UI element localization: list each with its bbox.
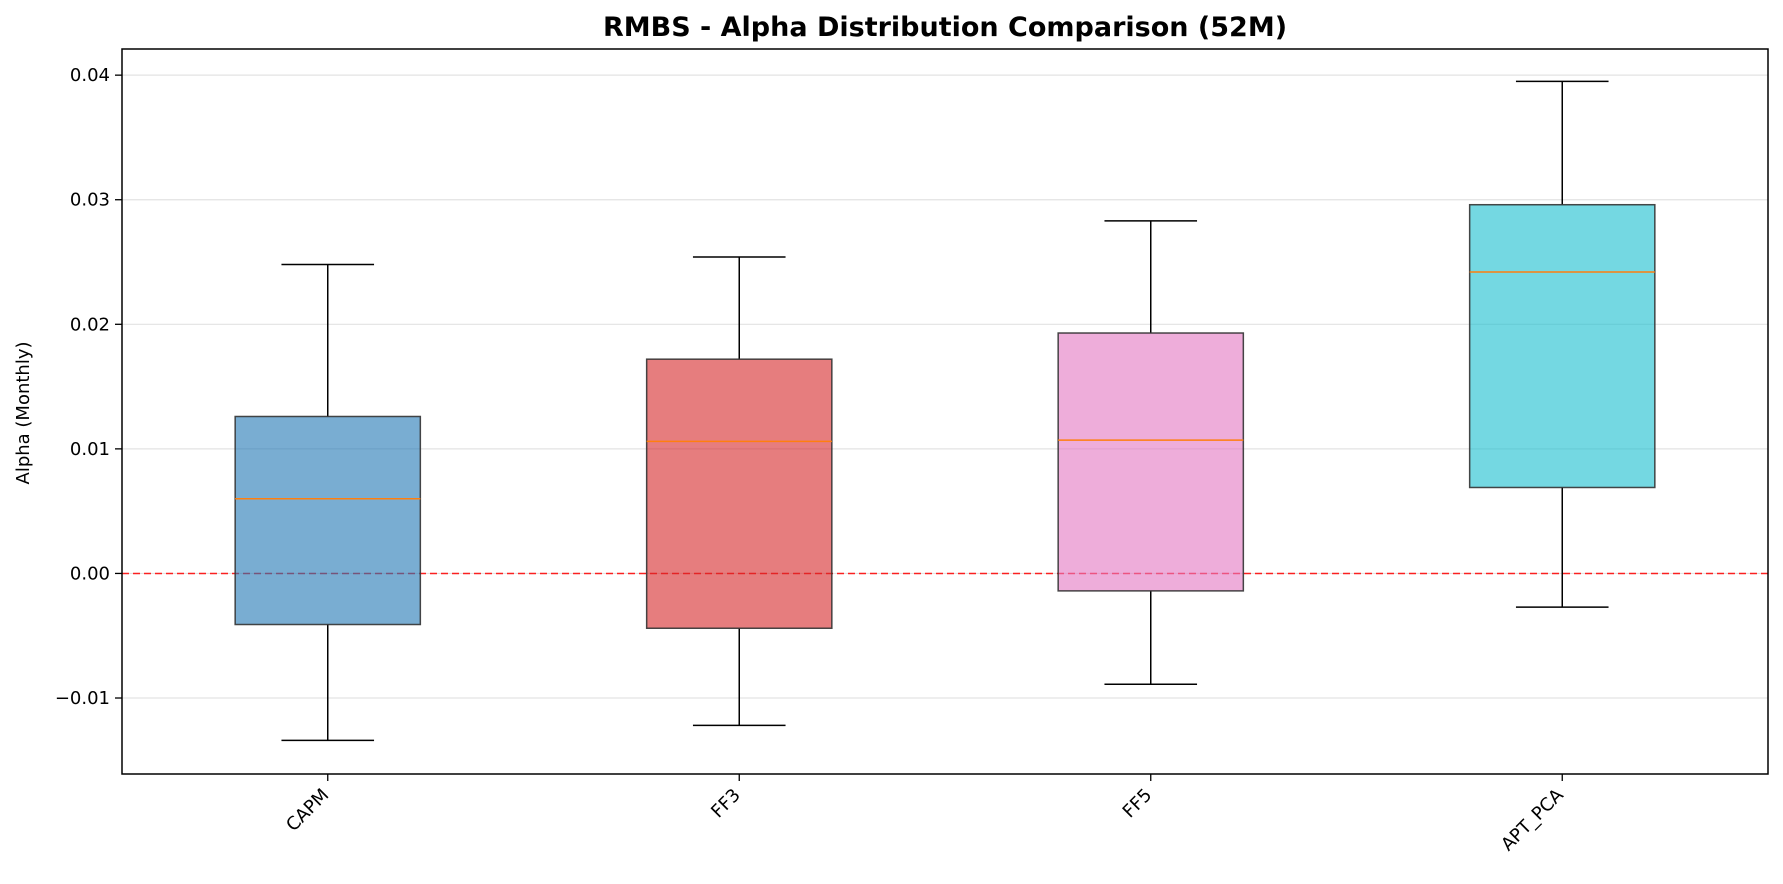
iqr-box: [645, 358, 833, 630]
box-ff3: [645, 256, 833, 727]
y-tick-label: −0.01: [55, 688, 110, 709]
chart-title: RMBS - Alpha Distribution Comparison (52…: [603, 12, 1287, 43]
iqr-box: [1057, 332, 1245, 592]
y-axis-ticks: −0.01 0.00 0.01 0.02 0.03 0.04: [55, 65, 122, 709]
box-apt-pca: [1468, 80, 1656, 608]
box-capm: [234, 263, 422, 742]
plot-area-frame: [121, 48, 1769, 775]
box-ff5: [1057, 220, 1245, 686]
y-axis-label: Alpha (Monthly): [13, 341, 34, 484]
y-tick-label: 0.00: [70, 563, 110, 584]
x-tick-label: APT_PCA: [1497, 784, 1568, 855]
x-tick-label: CAPM: [282, 785, 333, 836]
y-tick-label: 0.04: [70, 65, 110, 86]
x-axis-ticks: CAPM FF3 FF5 APT_PCA: [282, 774, 1568, 855]
y-tick-label: 0.03: [70, 190, 110, 211]
iqr-box: [1468, 203, 1656, 489]
y-tick-label: 0.01: [70, 439, 110, 460]
boxes: [234, 80, 1656, 742]
iqr-box: [234, 415, 422, 626]
x-tick-label: FF3: [707, 785, 745, 823]
y-tick-label: 0.02: [70, 314, 110, 335]
x-tick-label: FF5: [1119, 785, 1157, 823]
